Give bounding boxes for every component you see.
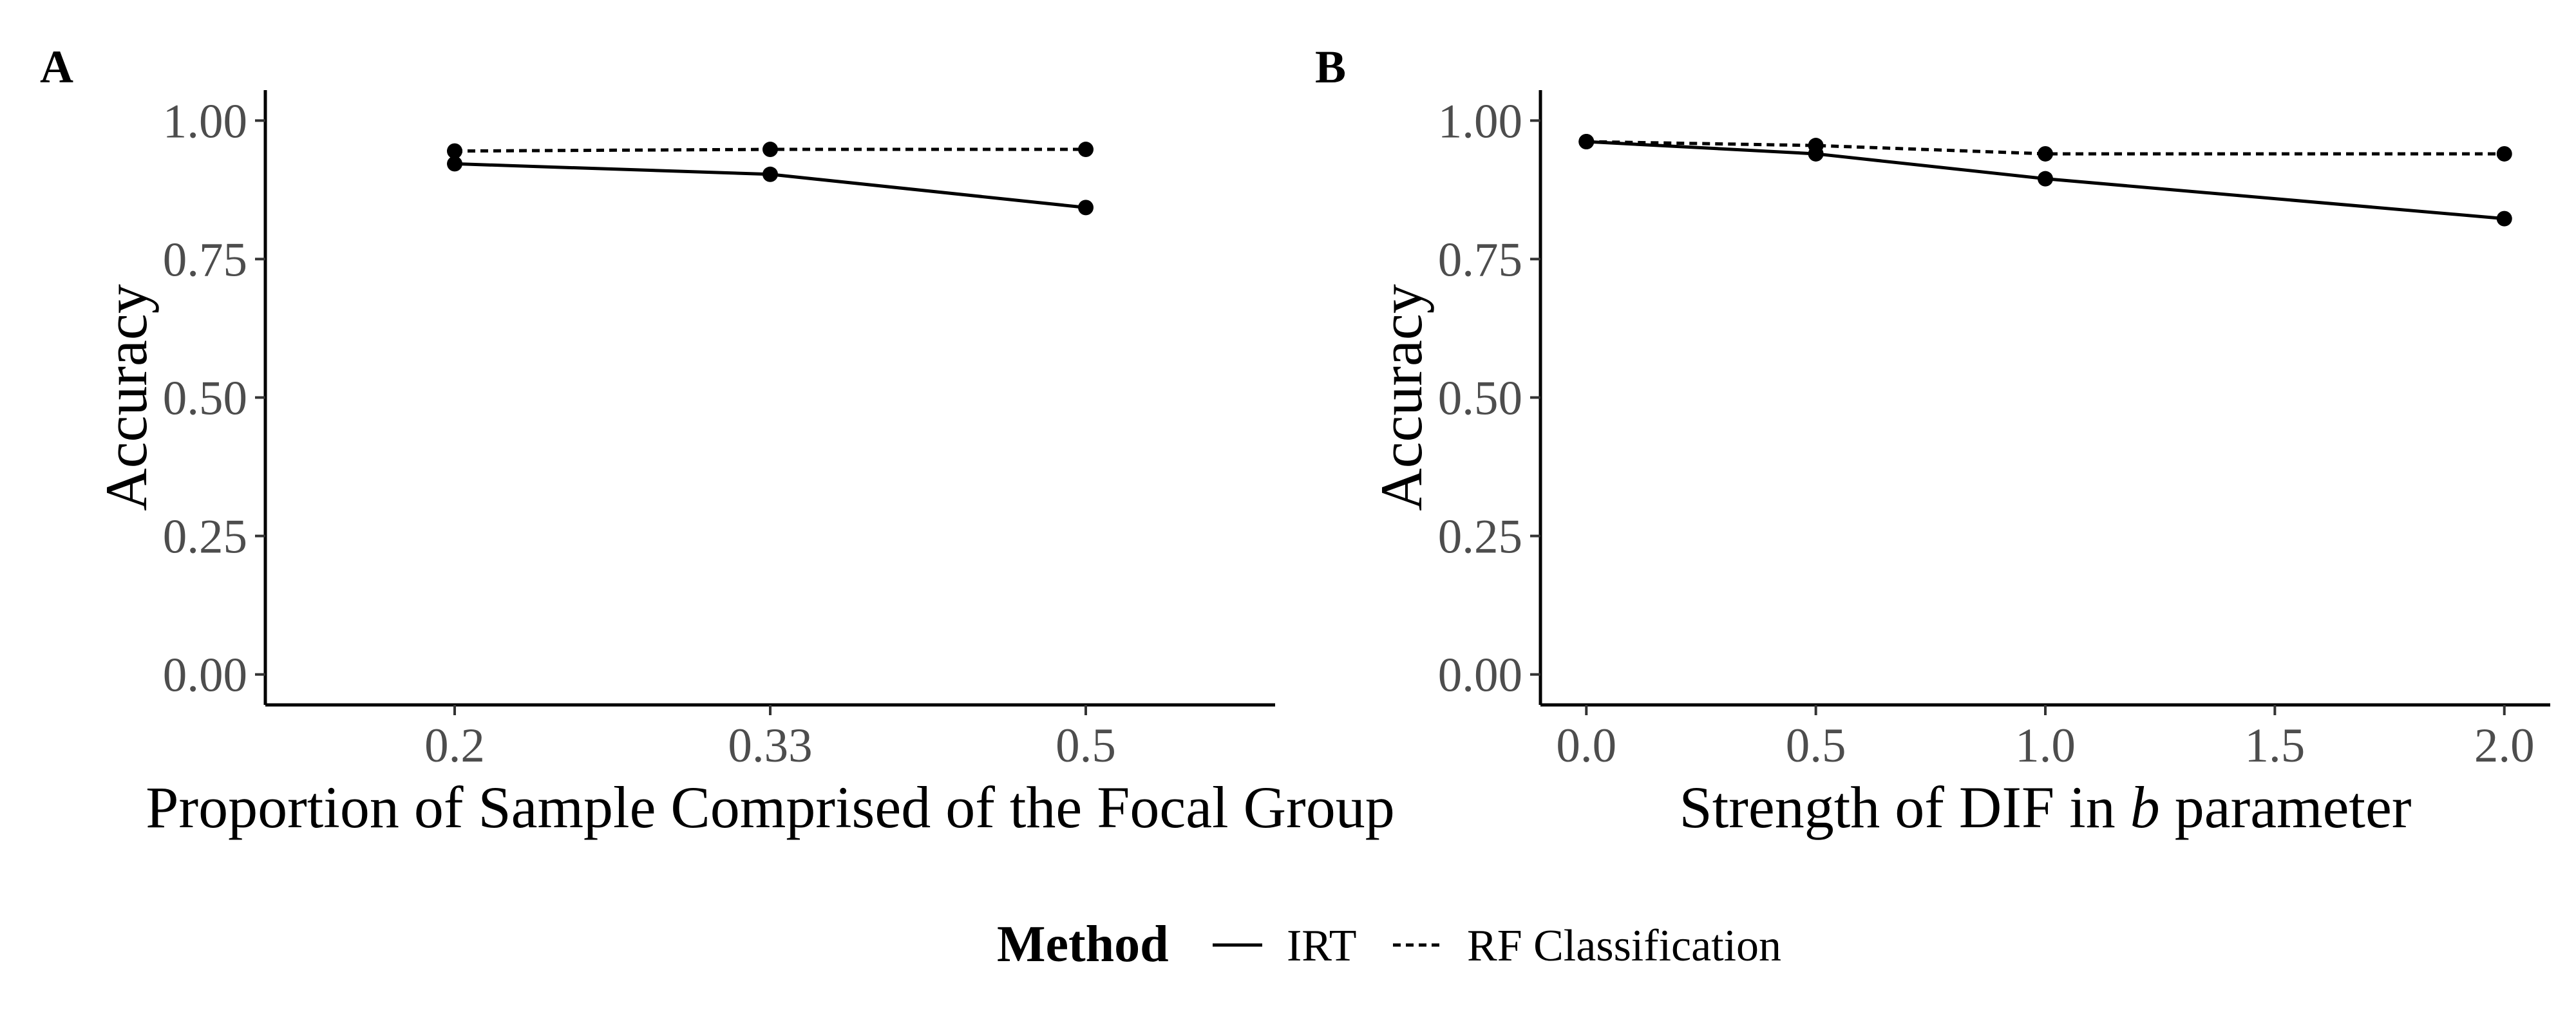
panel-b-x-tick-label: 2.0 [2474,719,2535,772]
panel-b-y-tick-label: 0.75 [1438,233,1522,286]
panel-b-y-tick-label: 1.00 [1438,95,1522,148]
panel-a-series-rf-classification-point [447,143,462,159]
legend-label-rf: RF Classification [1467,921,1781,971]
panel-a-x-tick-label: 0.5 [1056,719,1116,772]
panel-b-series-irt-point [2038,171,2053,187]
panel-b-x-tick-label: 0.0 [1556,719,1616,772]
panel-b: B 0.00 0.25 0.50 0.75 1.00 0.0 0.5 1.0 1.5 2.0 Ac… [1315,41,2550,840]
panel-a-series-rf-classification-point [762,142,778,158]
panel-b-x-tick-label: 1.5 [2244,719,2305,772]
panel-a-y-tick-label: 0.75 [163,233,247,286]
panel-a: A 0.00 0.25 0.50 0.75 1.00 0.2 0.33 0.5 Accurac… [40,41,1395,840]
panel-a-y-tick-label: 1.00 [163,95,247,148]
panel-a-tag: A [40,41,73,93]
panel-b-series-rf-classification-point [1808,138,1824,154]
panel-a-y-tick-label: 0.00 [163,649,247,702]
panel-b-x-axis-title-italic: b [2130,774,2160,840]
panel-a-x-tick-label: 0.2 [424,719,485,772]
panel-b-series-rf-classification-point [1578,134,1595,150]
panel-b-series-rf-classification-line [1586,140,2505,156]
panel-b-y-axis-title: Accuracy [1368,284,1434,510]
panel-b-y-tick-label: 0.25 [1438,510,1522,564]
panel-a-series-irt-point [447,156,462,172]
panel-a-x-tick-label: 0.33 [728,719,812,772]
panel-a-plot: 0.00 0.25 0.50 0.75 1.00 0.2 0.33 0.5 [163,90,1275,772]
panel-b-x-tick-label: 1.0 [2015,719,2076,772]
panel-b-series-rf-classification-point [2496,145,2512,162]
panel-b-x-axis-title-post: parameter [2175,774,2412,840]
legend-label-irt: IRT [1287,921,1357,971]
panel-a-series-irt-point [762,166,778,182]
panel-a-y-tick-label: 0.50 [163,372,247,426]
panel-b-x-axis-title-pre: Strength of DIF in [1680,774,2116,840]
panel-b-series-irt-point [2496,211,2512,227]
panel-b-series-irt-line [1586,140,2505,221]
panel-b-series-rf-classification-point [2038,145,2053,162]
legend: Method IRT RF Classification [997,916,1781,973]
panel-a-y-tick-label: 0.25 [163,510,247,564]
panel-a-y-axis-title: Accuracy [93,284,159,510]
legend-title: Method [997,916,1169,973]
panel-b-y-tick-label: 0.50 [1438,372,1522,426]
panel-b-x-axis-title: Strength of DIF in b parameter [1680,774,2412,840]
panel-a-series-rf-classification-point [1078,142,1094,158]
panel-b-plot: 0.00 0.25 0.50 0.75 1.00 0.0 0.5 1.0 1.5 2.0 [1438,90,2550,772]
panel-b-x-tick-label: 0.5 [1786,719,1846,772]
panel-a-x-axis-title: Proportion of Sample Comprised of the Fo… [146,774,1394,840]
panel-a-series-irt-point [1078,200,1094,216]
panel-b-tag: B [1315,41,1346,93]
panel-b-y-tick-label: 0.00 [1438,649,1522,702]
